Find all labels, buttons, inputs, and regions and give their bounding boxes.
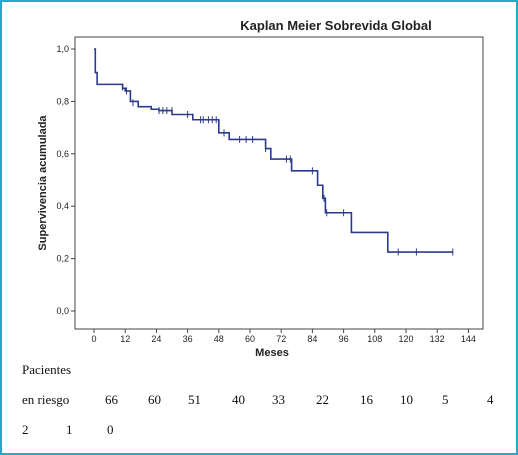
- x-tick-label: 12: [120, 334, 130, 344]
- plot-area: [74, 36, 484, 330]
- y-tick-label: 0,2: [56, 254, 69, 264]
- risk-value: 66: [105, 392, 118, 407]
- x-tick-label: 36: [183, 334, 193, 344]
- risk-value: 22: [316, 392, 329, 407]
- y-tick-label: 0,6: [56, 149, 69, 159]
- x-tick-label: 144: [461, 334, 476, 344]
- risk-value: 4: [487, 392, 494, 407]
- y-tick-label: 0,8: [56, 96, 69, 106]
- y-tick-label: 0,4: [56, 201, 69, 211]
- x-tick-label: 96: [339, 334, 349, 344]
- x-tick-label: 60: [245, 334, 255, 344]
- risk-value: 60: [148, 392, 161, 407]
- y-tick-label: 1,0: [56, 44, 69, 54]
- x-tick-label: 48: [214, 334, 224, 344]
- x-axis-label: Meses: [255, 347, 289, 359]
- x-tick-label: 72: [276, 334, 286, 344]
- risk-value: 51: [188, 392, 201, 407]
- y-axis-label: Supervivencia acumulada: [37, 115, 49, 251]
- survival-step-line: [94, 48, 453, 253]
- axes: 0 12 24 36 48 60 72 84 96 108 120 132 144 0,0 0,2 0,4 0,…: [56, 44, 475, 344]
- x-tick-label: 120: [398, 334, 413, 344]
- risk-value: 40: [232, 392, 245, 407]
- x-tick-label: 108: [367, 334, 382, 344]
- risk-value: 0: [107, 422, 114, 437]
- chart-title: Kaplan Meier Sobrevida Global: [240, 18, 431, 33]
- x-tick-label: 24: [151, 334, 161, 344]
- x-tick-label: 132: [430, 334, 445, 344]
- risk-value: 33: [272, 392, 285, 407]
- risk-value: 5: [442, 392, 449, 407]
- x-tick-label: 84: [307, 334, 317, 344]
- risk-value: 1: [66, 422, 73, 437]
- risk-value: 10: [400, 392, 413, 407]
- y-tick-label: 0,0: [56, 306, 69, 316]
- survival-series: [94, 48, 454, 256]
- risk-title: Pacientes: [22, 362, 72, 377]
- risk-value: 2: [22, 422, 29, 437]
- risk-value: 16: [360, 392, 373, 407]
- risk-prefix: en riesgo: [22, 392, 70, 407]
- x-tick-label: 0: [91, 334, 96, 344]
